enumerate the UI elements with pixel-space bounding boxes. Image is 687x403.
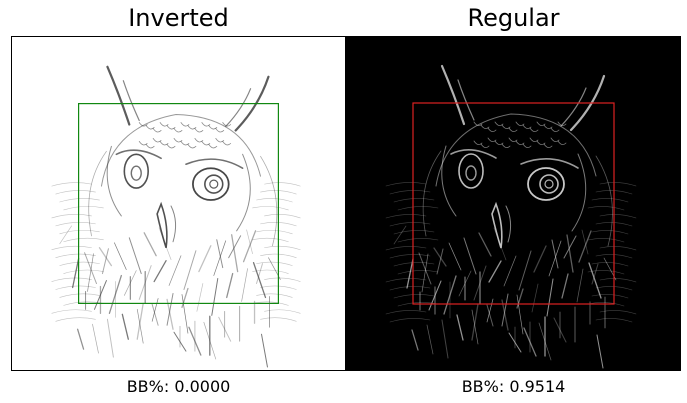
panel-title-regular: Regular (467, 4, 560, 32)
owl-sketch-strokes (51, 65, 301, 368)
regular-image-panel (346, 36, 681, 371)
bounding-box (412, 102, 615, 305)
panel-title-inverted: Inverted (128, 4, 229, 32)
inverted-image-panel (11, 36, 346, 371)
bounding-box-percent-regular: BB%: 0.9514 (461, 377, 566, 396)
owl-sketch-strokes (385, 64, 637, 369)
bounding-box-percent-inverted: BB%: 0.0000 (126, 377, 231, 396)
owl-sketch-image-regular (346, 36, 681, 371)
owl-sketch-image-inverted (12, 37, 345, 370)
bounding-box (78, 103, 279, 304)
